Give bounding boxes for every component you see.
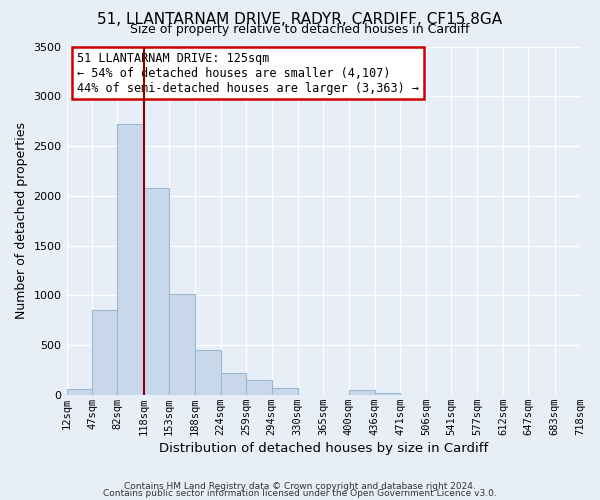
Bar (143, 188, 169, 395)
Text: Contains HM Land Registry data © Crown copyright and database right 2024.: Contains HM Land Registry data © Crown c… (124, 482, 476, 491)
Bar (169, 294, 194, 395)
Bar (92, 310, 118, 395)
Bar (375, 393, 400, 395)
Bar (194, 350, 221, 395)
Bar (246, 380, 272, 395)
Text: 51, LLANTARNAM DRIVE, RADYR, CARDIFF, CF15 8GA: 51, LLANTARNAM DRIVE, RADYR, CARDIFF, CF… (97, 12, 503, 28)
Bar (272, 388, 298, 395)
Text: Contains public sector information licensed under the Open Government Licence v3: Contains public sector information licen… (103, 489, 497, 498)
Y-axis label: Number of detached properties: Number of detached properties (15, 122, 28, 319)
X-axis label: Distribution of detached houses by size in Cardiff: Distribution of detached houses by size … (158, 442, 488, 455)
Text: Size of property relative to detached houses in Cardiff: Size of property relative to detached ho… (130, 22, 470, 36)
Text: 51 LLANTARNAM DRIVE: 125sqm
← 54% of detached houses are smaller (4,107)
44% of : 51 LLANTARNAM DRIVE: 125sqm ← 54% of det… (77, 52, 419, 94)
Bar (67, 390, 92, 395)
Bar (221, 374, 246, 395)
Bar (118, 124, 143, 395)
Bar (349, 390, 375, 395)
